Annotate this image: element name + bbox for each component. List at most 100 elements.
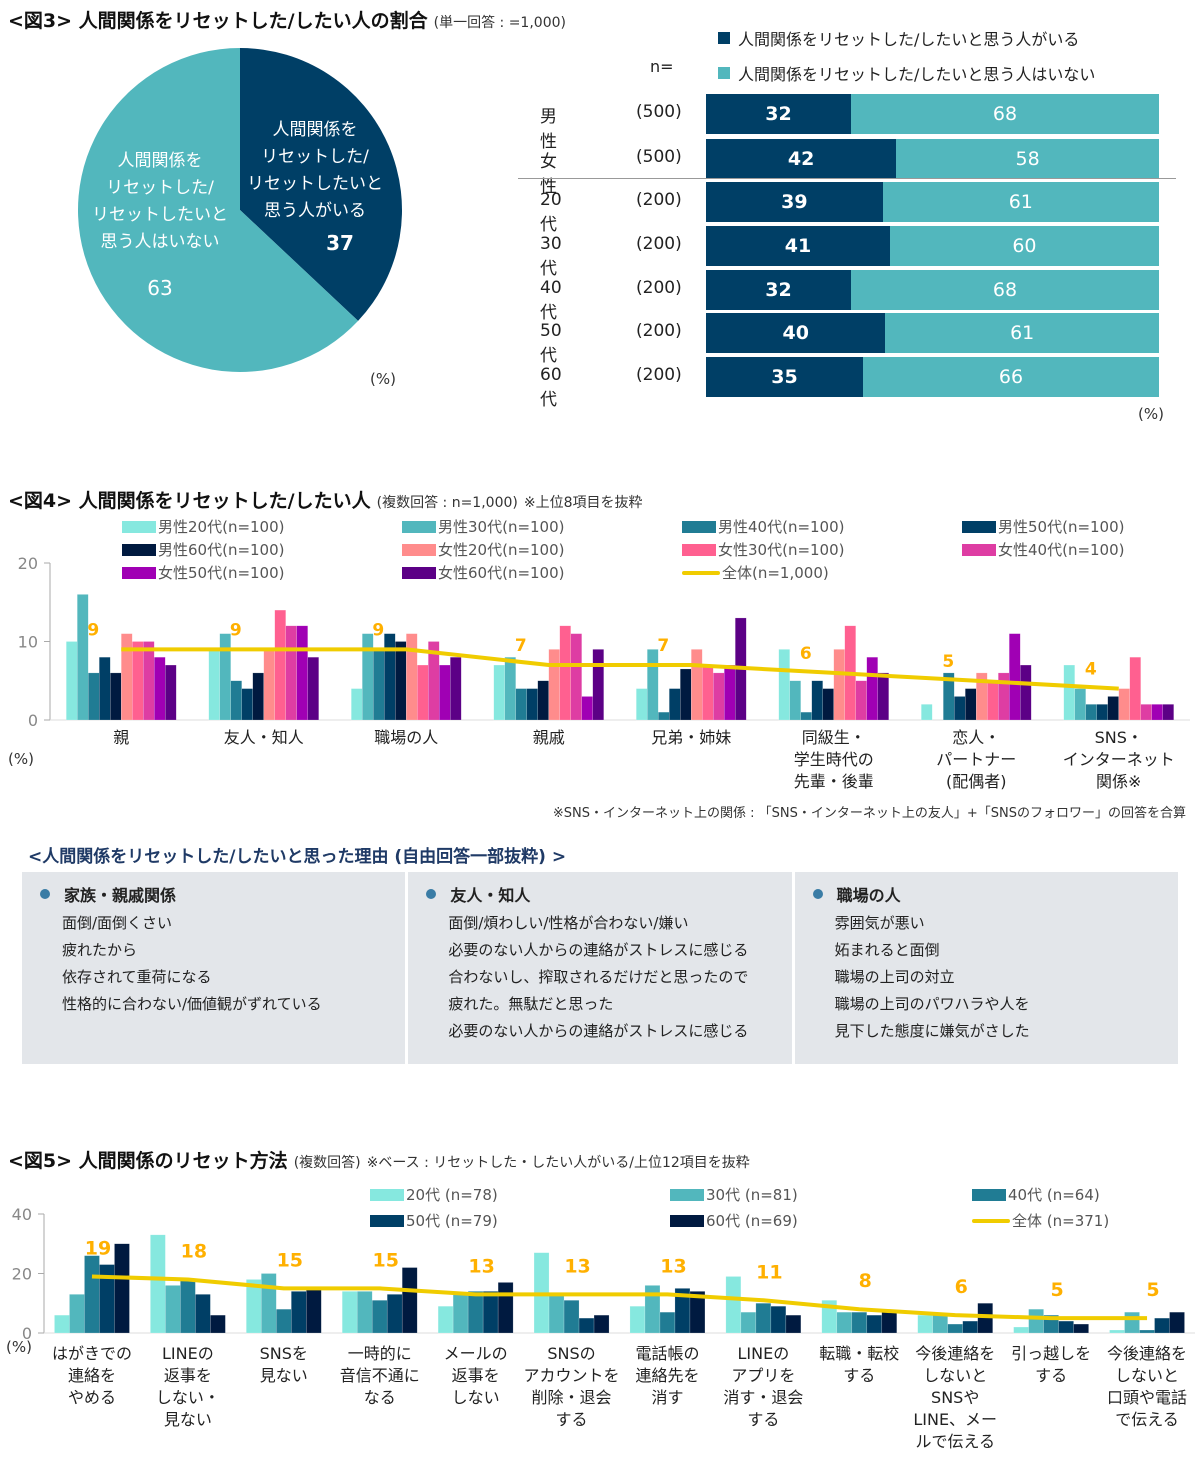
bar xyxy=(811,680,823,721)
fig4-note: ※上位8項目を抜粋 xyxy=(523,495,643,511)
y-tick-label: 20 xyxy=(12,1265,32,1284)
bar xyxy=(1107,696,1119,721)
bar xyxy=(1129,656,1141,721)
bar xyxy=(629,1305,646,1334)
bar xyxy=(563,1300,580,1334)
bar xyxy=(1162,704,1174,721)
x-tick-label: 学生時代の xyxy=(794,750,874,769)
bar xyxy=(341,1291,358,1334)
x-tick-label: 親 xyxy=(113,728,129,747)
x-tick-label: 兄弟・姉妹 xyxy=(651,728,731,747)
bar xyxy=(691,649,703,721)
reason-line: 職場の上司の対立 xyxy=(834,968,955,986)
bar xyxy=(851,1311,868,1334)
pie-slice-label: リセットしたいと xyxy=(247,174,383,194)
legend-label: 男性30代(n=100) xyxy=(438,518,565,536)
bar-row-n: (200) xyxy=(636,365,682,385)
legend-item: 女性50代(n=100) xyxy=(122,562,285,583)
bar xyxy=(1151,704,1163,721)
legend-item: 男性60代(n=100) xyxy=(122,539,285,560)
legend-swatch xyxy=(962,543,996,556)
bar-segment-yes: 32 xyxy=(706,270,851,310)
legend-swatch xyxy=(370,1188,404,1201)
bar xyxy=(866,1314,883,1334)
bar xyxy=(987,680,999,721)
bar xyxy=(836,1311,853,1334)
legend-swatch xyxy=(370,1214,404,1227)
reason-heading: 職場の人 xyxy=(812,882,1160,906)
x-tick-label: SNS・ xyxy=(1095,728,1143,747)
bar xyxy=(647,649,659,721)
legend-item: 男性40代(n=100) xyxy=(682,516,845,537)
legend-label: 女性30代(n=100) xyxy=(718,541,845,559)
bar xyxy=(789,680,801,721)
bar xyxy=(230,680,242,721)
x-tick-label: ルで伝える xyxy=(915,1432,995,1451)
bar xyxy=(680,668,692,721)
x-tick-label: 先輩・後輩 xyxy=(794,772,874,791)
bar xyxy=(386,1294,403,1334)
bar-segment-no: 68 xyxy=(850,270,1159,310)
bar xyxy=(593,1314,610,1334)
legend-item: 女性30代(n=100) xyxy=(682,539,845,560)
bar xyxy=(537,680,549,721)
legend-label: 男性60代(n=100) xyxy=(158,541,285,559)
reason-box-friends: 友人・知人 面倒/煩わしい/性格が合わない/嫌い 必要のない人からの連絡がストレ… xyxy=(408,872,792,1064)
pie-slice-label: リセットした/ xyxy=(261,147,369,167)
legend-label: 女性50代(n=100) xyxy=(158,564,285,582)
bar xyxy=(276,1308,292,1334)
bar xyxy=(921,704,933,721)
x-tick-label: はがきでの xyxy=(52,1344,132,1363)
bar xyxy=(1140,704,1152,721)
legend-swatch xyxy=(402,566,436,579)
bar xyxy=(1013,1326,1029,1334)
bar xyxy=(66,641,78,721)
bar xyxy=(261,1273,277,1334)
x-tick-label: 連絡を xyxy=(68,1366,116,1385)
bar xyxy=(154,656,166,721)
bar xyxy=(877,672,889,721)
fig5-unit-label: (%) xyxy=(6,1338,32,1356)
bar xyxy=(401,1267,418,1334)
x-tick-label: 引っ越しを xyxy=(1011,1344,1091,1363)
legend-label: 50代 (n=79) xyxy=(406,1212,498,1230)
x-tick-label: メールの xyxy=(444,1344,508,1363)
x-tick-label: パートナー xyxy=(936,750,1016,769)
bar xyxy=(1063,664,1075,721)
bar xyxy=(689,1291,706,1334)
bar xyxy=(881,1311,898,1334)
legend-swatch xyxy=(972,1188,1006,1201)
bar xyxy=(165,1285,181,1334)
bar xyxy=(395,641,407,721)
x-tick-label: 見ない xyxy=(260,1366,308,1385)
x-tick-label: 消す・退会 xyxy=(723,1388,803,1407)
bar-segment-yes: 35 xyxy=(706,357,863,397)
pie-slice xyxy=(240,48,402,321)
bar-segment-no: 66 xyxy=(862,357,1159,397)
reason-heading: 家族・親戚関係 xyxy=(40,882,387,906)
bar xyxy=(77,594,89,721)
legend-swatch xyxy=(402,543,436,556)
bar xyxy=(659,1311,676,1334)
bar xyxy=(439,664,451,721)
bar xyxy=(1169,1311,1185,1334)
legend-swatch xyxy=(670,1214,704,1227)
bar xyxy=(384,633,396,721)
bar xyxy=(296,625,308,721)
bar xyxy=(210,1314,226,1334)
bar xyxy=(180,1279,196,1334)
bar-row-n: (500) xyxy=(636,102,682,122)
reason-line: 依存されて重荷になる xyxy=(62,968,212,986)
pie-slice-label: 人間関係を xyxy=(273,120,358,140)
bar xyxy=(965,688,977,721)
reason-line: 必要のない人からの連絡がストレスに感じる xyxy=(448,941,749,959)
bar xyxy=(285,625,297,721)
x-tick-label: やめる xyxy=(68,1388,116,1407)
bar-row-label: 20代 xyxy=(540,190,562,235)
fig5-title: <図5> 人間関係のリセット方法 (複数回答) ※ベース : リセットした・したい人… xyxy=(8,1146,750,1173)
bar xyxy=(724,664,736,721)
legend-label: 女性20代(n=100) xyxy=(438,541,565,559)
reason-heading: 友人・知人 xyxy=(426,882,773,906)
bar xyxy=(548,1294,565,1334)
reason-line: 疲れた。無駄だと思った xyxy=(448,995,614,1013)
